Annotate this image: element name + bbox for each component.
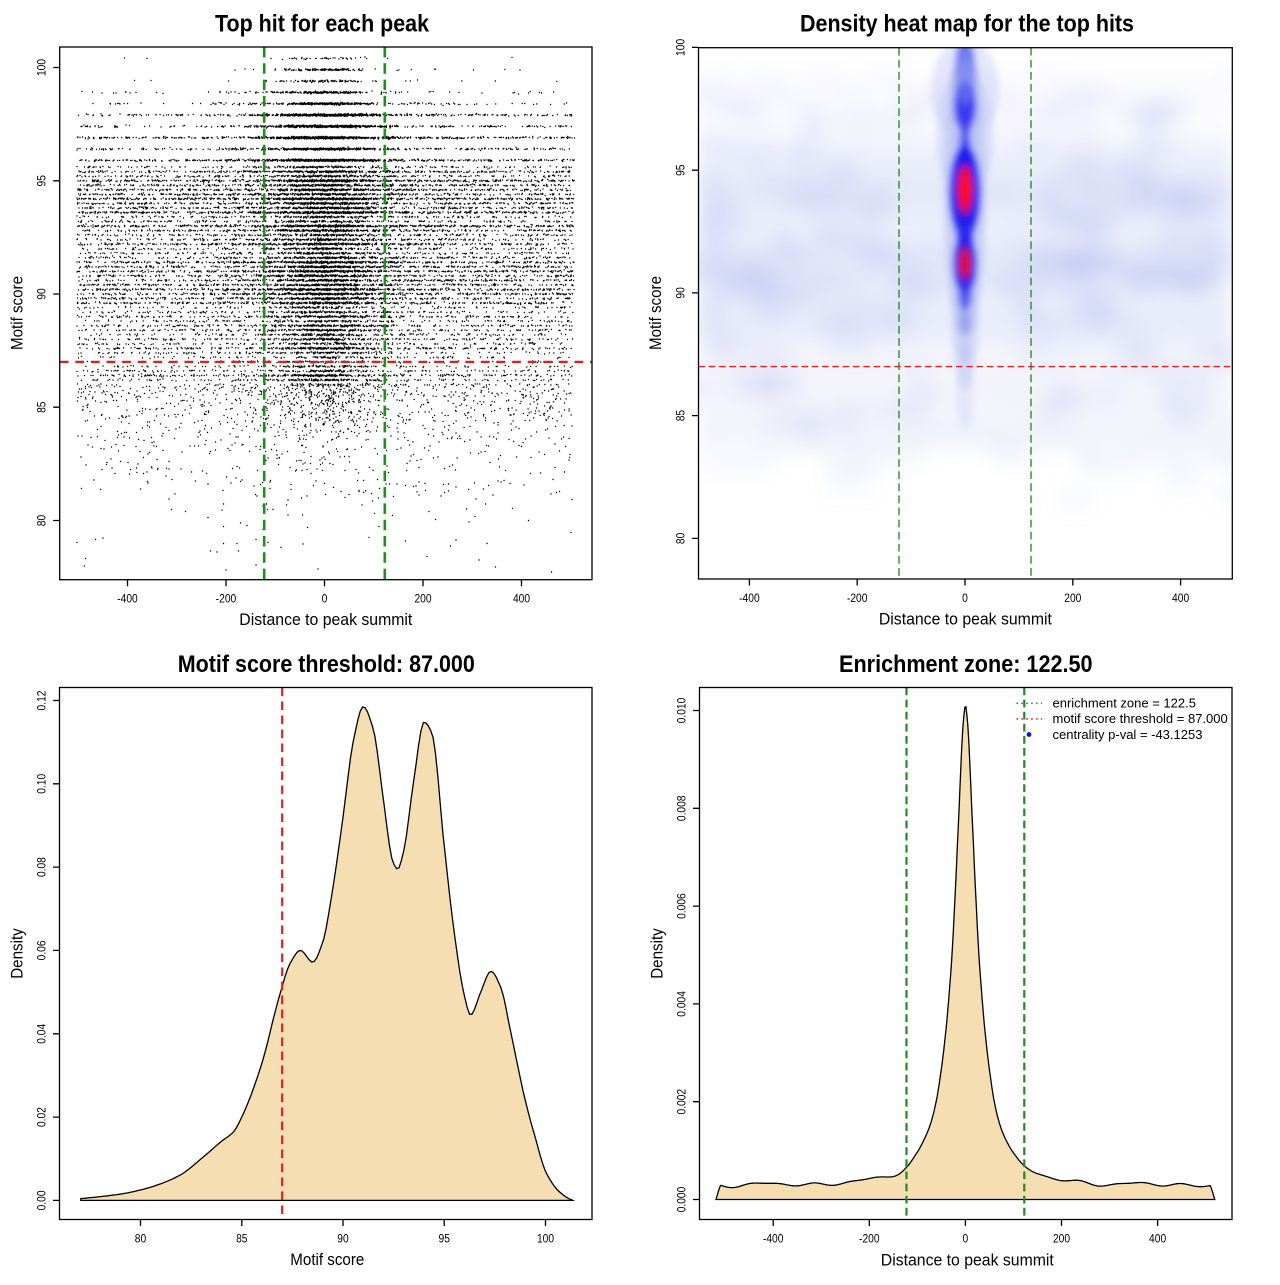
- svg-text:95: 95: [35, 175, 49, 187]
- svg-text:90: 90: [337, 1231, 349, 1245]
- svg-text:400: 400: [513, 592, 530, 606]
- svg-text:0: 0: [322, 592, 328, 606]
- svg-text:-200: -200: [847, 591, 868, 605]
- svg-text:0.04: 0.04: [34, 1024, 48, 1044]
- svg-text:400: 400: [1172, 591, 1189, 605]
- svg-text:95: 95: [439, 1231, 451, 1245]
- svg-text:Motif score: Motif score: [290, 1250, 364, 1269]
- svg-text:0.010: 0.010: [674, 698, 688, 724]
- svg-text:90: 90: [673, 287, 687, 299]
- svg-text:-200: -200: [216, 592, 237, 606]
- svg-text:200: 200: [414, 592, 431, 606]
- svg-text:80: 80: [673, 533, 687, 545]
- svg-text:Enrichment zone: 122.50: Enrichment zone: 122.50: [839, 651, 1093, 678]
- svg-text:85: 85: [236, 1231, 248, 1245]
- svg-text:0.000: 0.000: [674, 1187, 688, 1213]
- svg-text:Distance to peak summit: Distance to peak summit: [239, 610, 412, 629]
- svg-text:Density: Density: [8, 928, 27, 979]
- svg-text:Motif score threshold: 87.000: Motif score threshold: 87.000: [178, 651, 475, 678]
- svg-text:-400: -400: [763, 1231, 784, 1245]
- svg-text:100: 100: [673, 39, 687, 56]
- svg-text:Motif score: Motif score: [646, 276, 665, 350]
- svg-text:Distance to peak summit: Distance to peak summit: [879, 610, 1052, 629]
- svg-text:100: 100: [35, 59, 49, 76]
- svg-text:-400: -400: [739, 591, 760, 605]
- svg-text:80: 80: [135, 1231, 147, 1245]
- svg-text:0.10: 0.10: [34, 774, 48, 794]
- svg-text:0.12: 0.12: [34, 690, 48, 710]
- svg-text:95: 95: [673, 164, 687, 176]
- svg-text:0.004: 0.004: [674, 991, 688, 1017]
- svg-text:0.002: 0.002: [674, 1089, 688, 1115]
- svg-text:200: 200: [1064, 591, 1081, 605]
- svg-text:100: 100: [537, 1231, 554, 1245]
- svg-text:0.06: 0.06: [34, 940, 48, 960]
- svg-text:80: 80: [35, 515, 49, 527]
- svg-text:0: 0: [963, 1231, 969, 1245]
- svg-text:Motif score: Motif score: [8, 276, 27, 350]
- svg-text:0.006: 0.006: [674, 893, 688, 919]
- svg-text:-400: -400: [117, 592, 138, 606]
- svg-text:200: 200: [1053, 1231, 1070, 1245]
- svg-text:0.08: 0.08: [34, 857, 48, 877]
- svg-text:Distance to peak summit: Distance to peak summit: [881, 1251, 1054, 1270]
- svg-text:Top hit for each peak: Top hit for each peak: [215, 11, 430, 38]
- svg-text:0.008: 0.008: [674, 795, 688, 821]
- svg-text:0.02: 0.02: [34, 1107, 48, 1127]
- svg-text:0.00: 0.00: [34, 1190, 48, 1210]
- svg-text:85: 85: [673, 410, 687, 422]
- svg-text:-200: -200: [859, 1231, 880, 1245]
- svg-text:centrality p-val = -43.1253: centrality p-val = -43.1253: [1053, 727, 1203, 742]
- svg-text:0: 0: [962, 591, 968, 605]
- svg-text:enrichment zone = 122.5: enrichment zone = 122.5: [1053, 696, 1196, 711]
- svg-text:motif score threshold = 87.000: motif score threshold = 87.000: [1053, 711, 1228, 726]
- svg-text:90: 90: [35, 288, 49, 300]
- svg-text:Density: Density: [647, 928, 666, 979]
- svg-text:85: 85: [35, 401, 49, 413]
- svg-text:400: 400: [1149, 1231, 1166, 1245]
- svg-text:Density heat map for the top h: Density heat map for the top hits: [800, 11, 1134, 38]
